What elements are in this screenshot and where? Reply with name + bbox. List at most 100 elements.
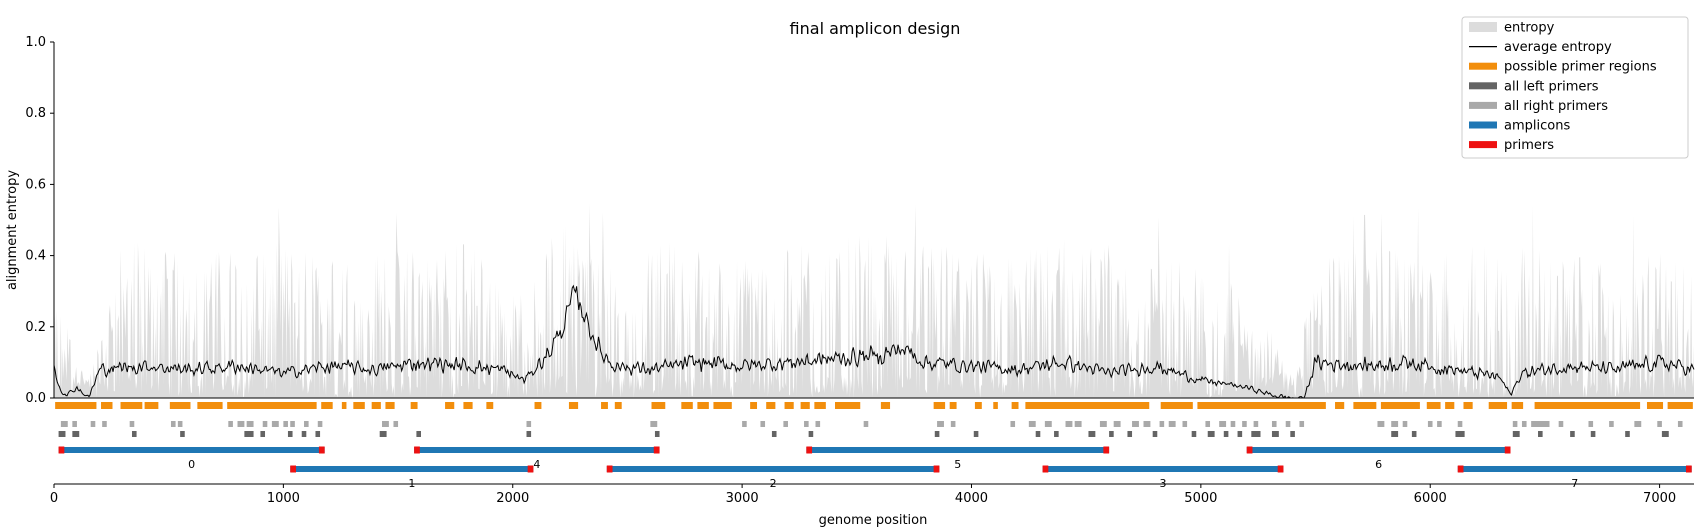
right-primer	[1253, 421, 1259, 427]
legend-label-0: entropy	[1504, 21, 1555, 36]
right-primer	[1065, 421, 1073, 427]
primer-region	[601, 402, 608, 409]
amplicon-bar	[290, 466, 534, 472]
right-primer	[1010, 421, 1016, 427]
amplicon-left-primer	[806, 446, 813, 454]
amplicon-left-primer	[1457, 465, 1464, 473]
primer-region	[974, 402, 982, 409]
primer-region	[169, 402, 191, 409]
primer-tracks	[55, 402, 1693, 437]
right-primer	[937, 421, 944, 427]
left-primer	[301, 431, 307, 437]
primer-region	[534, 402, 542, 409]
primer-region	[949, 402, 957, 409]
left-primer	[654, 431, 660, 437]
left-primer	[379, 431, 387, 437]
primer-region	[410, 402, 418, 409]
amplicon-bar	[606, 466, 940, 472]
legend-label-3: all left primers	[1504, 79, 1599, 94]
amplicon-label: 0	[188, 458, 195, 471]
legend-swatch-0	[1469, 22, 1497, 32]
right-primer	[1634, 421, 1642, 427]
entropy-series	[54, 203, 1694, 398]
left-primer	[1661, 431, 1669, 437]
primer-region	[697, 402, 709, 409]
right-primer	[1028, 421, 1036, 427]
primer-region	[784, 402, 794, 409]
primer-region	[750, 402, 758, 409]
right-primer	[228, 421, 233, 427]
left-primer	[58, 431, 66, 437]
primer-region	[1445, 402, 1455, 409]
x-tick-label: 7000	[1643, 491, 1676, 506]
right-primer	[90, 421, 96, 427]
right-primer	[1377, 421, 1385, 427]
primer-region	[341, 402, 347, 409]
right-primer	[1205, 421, 1211, 427]
amplicon-bar	[1457, 466, 1692, 472]
primer-region	[353, 402, 365, 409]
amplicon-label: 1	[408, 477, 415, 490]
right-primer	[1143, 421, 1151, 427]
legend-box	[1461, 16, 1689, 159]
primer-region	[1667, 402, 1693, 409]
y-tick-label: 0.8	[25, 106, 46, 121]
left-primer	[1290, 431, 1295, 437]
left-primer	[1035, 431, 1041, 437]
left-primer	[260, 431, 266, 437]
right-primer	[1159, 421, 1165, 427]
right-primer	[1242, 421, 1247, 427]
amplicon-right-primer	[1277, 465, 1284, 473]
legend-label-4: all right primers	[1504, 99, 1608, 114]
x-tick-label: 4000	[955, 491, 988, 506]
right-primer	[1271, 421, 1277, 427]
entropy-area	[54, 203, 1694, 398]
primer-region	[197, 402, 223, 409]
amplicon-left-primer	[1042, 465, 1049, 473]
right-primer	[1299, 421, 1305, 427]
right-primer	[246, 421, 254, 427]
amplicon-right-primer	[318, 446, 325, 454]
right-primer	[650, 421, 658, 427]
right-primer	[382, 421, 389, 427]
left-primer	[287, 431, 293, 437]
right-primer	[72, 421, 77, 427]
left-primer	[180, 431, 185, 437]
primer-region	[1426, 402, 1441, 409]
amplicon-right-primer	[527, 465, 534, 473]
right-primer	[1044, 421, 1052, 427]
left-primer	[1054, 431, 1059, 437]
left-primer	[1590, 431, 1596, 437]
x-tick-label: 6000	[1414, 491, 1447, 506]
left-primer	[1191, 431, 1197, 437]
primer-region	[681, 402, 693, 409]
right-primer	[1531, 421, 1550, 427]
x-tick-label: 2000	[496, 491, 529, 506]
left-primer	[1207, 431, 1215, 437]
legend-swatch-2	[1469, 62, 1497, 70]
primer-region	[651, 402, 666, 409]
primer-region	[1534, 402, 1641, 409]
left-primer	[1455, 431, 1465, 437]
left-primer	[1625, 431, 1630, 437]
chart-title: final amplicon design	[790, 19, 961, 38]
amplicon-left-primer	[414, 446, 420, 454]
amplicon-left-primer	[290, 465, 296, 473]
amplicon-right-primer	[1504, 446, 1511, 454]
primer-region	[144, 402, 159, 409]
right-primer	[271, 421, 279, 427]
primer-region	[227, 402, 317, 409]
right-primer	[102, 421, 107, 427]
left-primer	[1223, 431, 1229, 437]
right-primer	[1402, 421, 1408, 427]
left-primer	[1538, 431, 1543, 437]
right-primer	[317, 421, 323, 427]
left-primer	[72, 431, 80, 437]
right-primer	[815, 421, 821, 427]
axes: 0.0 0.2 0.4 0.6 0.8 1.0 0 1000 2000 3000 4000 5000 6…	[25, 35, 1694, 506]
left-primer	[1391, 431, 1399, 437]
right-primer	[1657, 421, 1662, 427]
right-primer	[526, 421, 532, 427]
primer-region	[1646, 402, 1664, 409]
